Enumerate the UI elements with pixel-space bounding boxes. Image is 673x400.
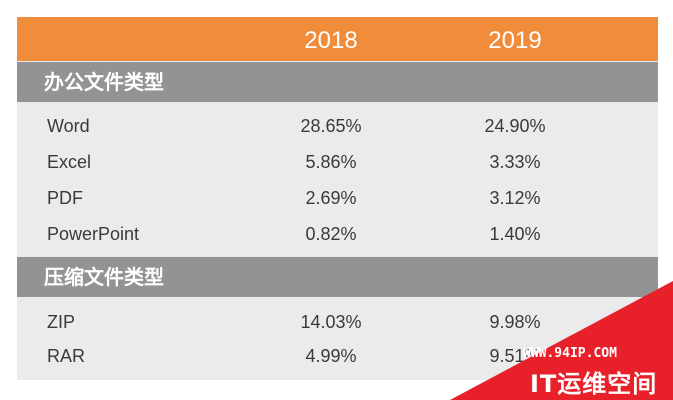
row-label: ZIP: [47, 312, 76, 332]
data-table: 2018 2019 办公文件类型 Word 28.65% 24.90% Exce…: [17, 17, 658, 380]
row-label: RAR: [47, 346, 86, 366]
table-row: PowerPoint 0.82% 1.40%: [17, 216, 658, 252]
cell-2019: 3.33%: [489, 152, 541, 172]
column-header-2018: 2018: [304, 27, 358, 54]
section-header-archive: 压缩文件类型: [17, 257, 658, 297]
cell-2018: 0.82%: [305, 224, 357, 244]
cell-2018: 4.99%: [305, 346, 357, 366]
cell-2019: 3.12%: [489, 188, 541, 208]
table-row: RAR 4.99% 9.51%: [17, 338, 658, 374]
table-header-row: 2018 2019: [17, 17, 658, 61]
cell-2019: 9.51%: [489, 346, 541, 366]
row-label: Excel: [47, 152, 92, 172]
cell-2018: 14.03%: [300, 312, 362, 332]
table-row: Excel 5.86% 3.33%: [17, 144, 658, 180]
row-label: PowerPoint: [47, 224, 140, 244]
table-row: Word 28.65% 24.90%: [17, 108, 658, 144]
table-row: ZIP 14.03% 9.98%: [17, 304, 658, 340]
row-label: Word: [47, 116, 90, 136]
column-header-2019: 2019: [488, 27, 542, 54]
cell-2019: 9.98%: [489, 312, 541, 332]
cell-2018: 5.86%: [305, 152, 357, 172]
cell-2019: 1.40%: [489, 224, 541, 244]
cell-2018: 2.69%: [305, 188, 357, 208]
cell-2018: 28.65%: [300, 116, 362, 136]
row-label: PDF: [47, 188, 83, 208]
table-row: PDF 2.69% 3.12%: [17, 180, 658, 216]
section-header-office: 办公文件类型: [17, 62, 658, 102]
cell-2019: 24.90%: [484, 116, 546, 136]
